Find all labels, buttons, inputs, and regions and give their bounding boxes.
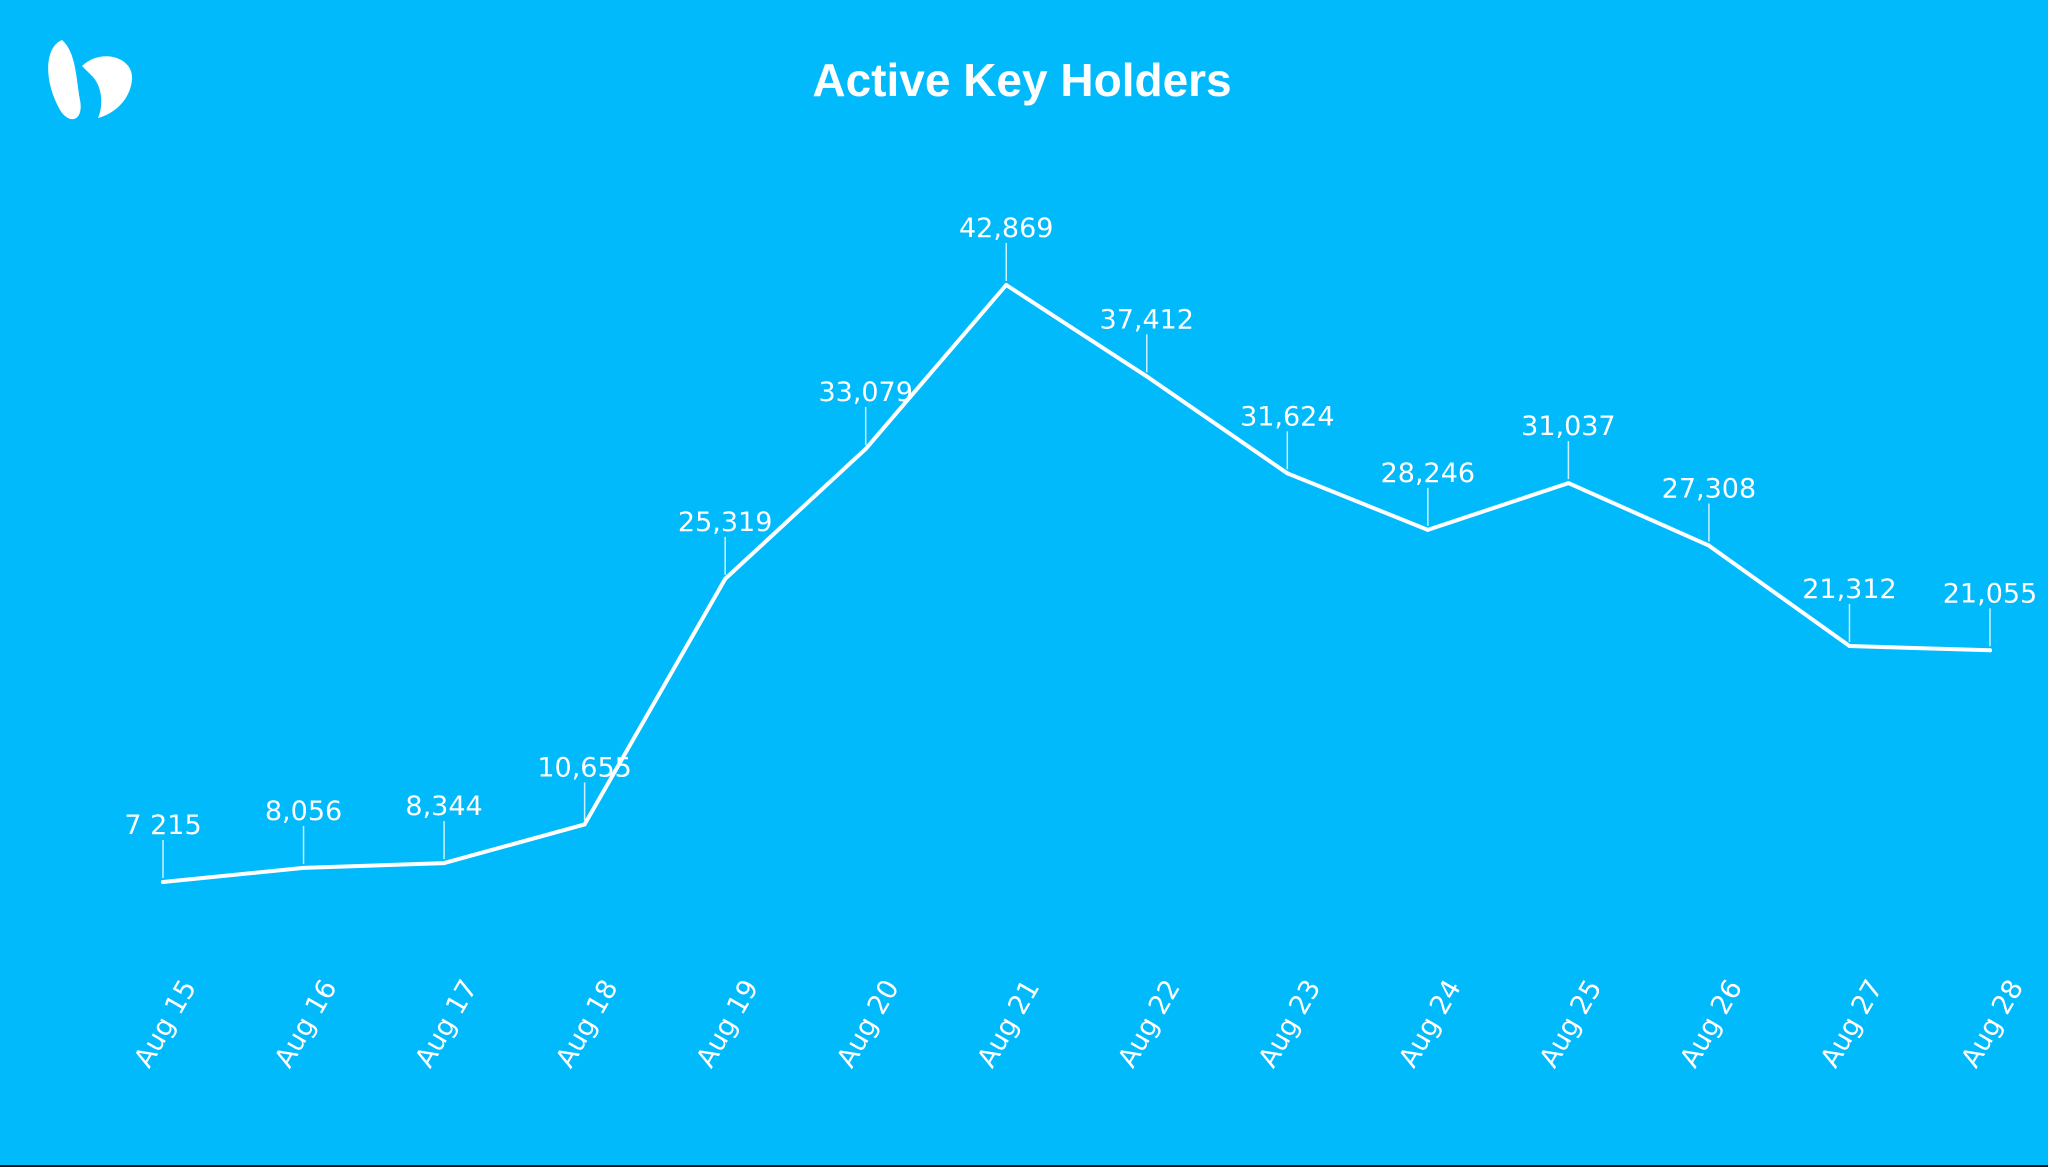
data-label: 7 215 [124,810,201,841]
x-tick-label: Aug 24 [1393,975,1468,1073]
logo [48,40,133,120]
data-label: 27,308 [1662,474,1756,505]
x-tick-label: Aug 21 [972,975,1047,1073]
data-label: 21,055 [1943,578,2037,609]
data-point [1425,527,1430,532]
data-label: 31,037 [1521,411,1615,442]
data-label: 42,869 [959,213,1053,244]
data-label: 10,655 [537,752,631,783]
data-point [1285,471,1290,476]
data-point [1566,481,1571,486]
x-tick-label: Aug 15 [128,975,203,1073]
data-point [442,861,447,866]
x-tick-label: Aug 19 [690,975,765,1073]
data-point [723,576,728,581]
x-tick-label: Aug 22 [1112,975,1187,1073]
x-tick-label: Aug 26 [1674,975,1749,1073]
x-tick-label: Aug 25 [1534,975,1609,1073]
data-point [301,865,306,870]
bunny-ears-logo-icon [48,40,133,120]
data-label: 31,624 [1240,401,1334,432]
series-line [161,283,1992,884]
x-tick-label: Aug 23 [1253,975,1328,1073]
x-tick-label: Aug 17 [409,975,484,1073]
data-point [161,880,165,884]
plot-area: 7 215 Aug 15 8,056 Aug 16 8,344 Aug 17 10,655 A… [124,213,2037,1073]
data-label: 8,344 [405,791,482,822]
data-point [863,446,868,451]
x-tick-label: Aug 16 [269,975,344,1073]
x-tick-label: Aug 28 [1955,975,2030,1073]
data-point [1847,643,1852,648]
data-point [1988,648,1992,653]
data-label: 8,056 [265,796,342,827]
data-point [1004,283,1009,287]
x-tick-label: Aug 18 [550,975,625,1073]
x-tick-label: Aug 20 [831,975,906,1073]
data-label: 37,412 [1100,304,1194,335]
data-label: 21,312 [1802,574,1896,605]
data-label: 28,246 [1381,458,1475,489]
data-point [582,822,587,827]
x-tick-label: Aug 27 [1815,975,1890,1073]
chart-title: Active Key Holders [812,54,1231,106]
data-point [1144,374,1149,379]
data-label: 25,319 [678,507,772,538]
data-label: 33,079 [818,377,912,408]
data-point [1706,543,1711,548]
